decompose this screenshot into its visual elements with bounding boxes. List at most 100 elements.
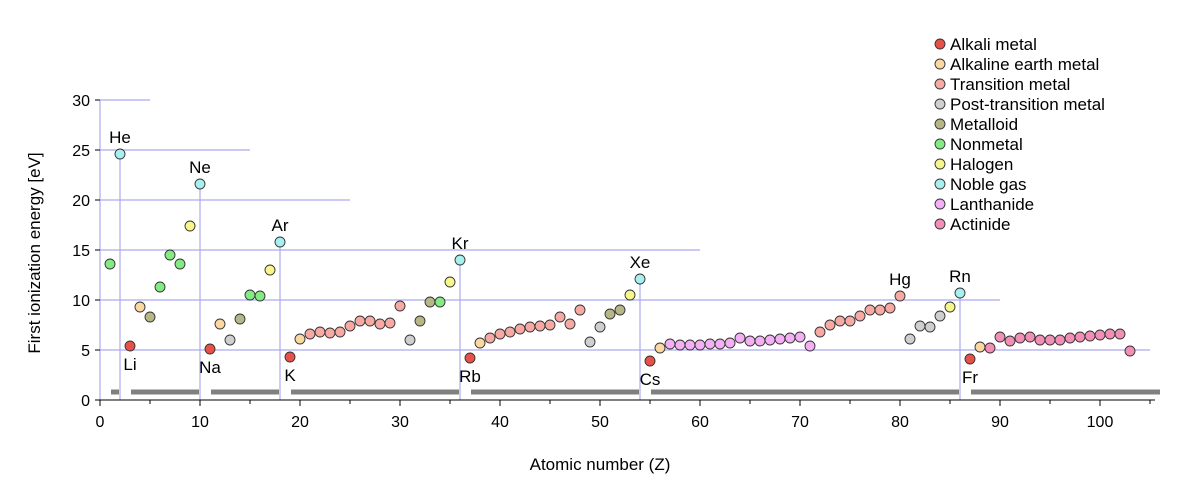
legend-label: Alkali metal (950, 35, 1037, 54)
data-point (764, 334, 776, 346)
data-point (564, 318, 576, 330)
legend-label: Nonmetal (950, 135, 1023, 154)
data-point (174, 258, 186, 270)
data-point (354, 315, 366, 327)
legend-marker (934, 98, 946, 110)
element-label: Hg (889, 270, 911, 289)
x-tick-label: 0 (96, 414, 105, 431)
legend-marker (934, 158, 946, 170)
data-point (274, 236, 286, 248)
data-point (114, 148, 126, 160)
data-point (1014, 332, 1026, 344)
data-point (154, 281, 166, 293)
data-point (854, 310, 866, 322)
data-point (284, 351, 296, 363)
data-point (414, 315, 426, 327)
data-point (514, 323, 526, 335)
data-point (294, 333, 306, 345)
data-point (494, 328, 506, 340)
data-point (434, 296, 446, 308)
data-point (454, 254, 466, 266)
legend-marker (934, 218, 946, 230)
data-point (654, 342, 666, 354)
data-point (394, 300, 406, 312)
legend-marker (934, 178, 946, 190)
legend-label: Halogen (950, 155, 1013, 174)
y-tick-label: 10 (72, 293, 90, 310)
data-point (624, 289, 636, 301)
data-point (894, 290, 906, 302)
data-point (794, 331, 806, 343)
data-point (344, 320, 356, 332)
data-point (214, 318, 226, 330)
data-point (984, 342, 996, 354)
data-point (804, 340, 816, 352)
data-point (554, 311, 566, 323)
legend-label: Transition metal (950, 75, 1070, 94)
y-tick-label: 20 (72, 193, 90, 210)
y-axis-title: First ionization energy [eV] (25, 152, 44, 353)
data-point (1064, 332, 1076, 344)
legend-marker (934, 138, 946, 150)
data-point (884, 302, 896, 314)
data-point (1044, 334, 1056, 346)
legend-label: Lanthanide (950, 195, 1034, 214)
data-point (104, 258, 116, 270)
y-tick-label: 15 (72, 243, 90, 260)
data-point (844, 315, 856, 327)
data-point (1074, 331, 1086, 343)
legend-label: Noble gas (950, 175, 1027, 194)
data-point (644, 355, 656, 367)
data-point (574, 304, 586, 316)
data-point (474, 337, 486, 349)
legend-marker (934, 38, 946, 50)
element-label: Rb (459, 367, 481, 386)
legend-marker (934, 198, 946, 210)
x-tick-label: 30 (391, 414, 409, 431)
data-point (864, 304, 876, 316)
data-point (224, 334, 236, 346)
data-point (314, 326, 326, 338)
data-point (964, 353, 976, 365)
data-point (424, 296, 436, 308)
data-point (724, 337, 736, 349)
element-label: Cs (640, 370, 661, 389)
data-point (534, 320, 546, 332)
element-label: Ne (189, 158, 211, 177)
element-labels: He Li Ne Na Ar K Kr Rb Xe Cs Hg Rn Fr (109, 128, 978, 389)
x-tick-label: 90 (991, 414, 1009, 431)
element-label: Ar (272, 216, 289, 235)
data-point (1034, 334, 1046, 346)
data-point (1084, 330, 1096, 342)
data-point (1124, 345, 1136, 357)
data-point (974, 341, 986, 353)
legend-label: Actinide (950, 215, 1010, 234)
data-point (384, 317, 396, 329)
data-point (144, 311, 156, 323)
data-point (814, 326, 826, 338)
x-tick-label: 100 (1087, 414, 1114, 431)
data-point (254, 290, 266, 302)
x-tick-label: 70 (791, 414, 809, 431)
data-point (244, 289, 256, 301)
x-tick-label: 40 (491, 414, 509, 431)
data-point (944, 301, 956, 313)
data-point (484, 332, 496, 344)
data-point (614, 304, 626, 316)
data-point (204, 343, 216, 355)
data-point (754, 335, 766, 347)
data-point (674, 339, 686, 351)
legend-label: Post-transition metal (950, 95, 1105, 114)
data-point (714, 338, 726, 350)
data-point (684, 339, 696, 351)
data-point (464, 352, 476, 364)
data-point (704, 338, 716, 350)
data-point (604, 308, 616, 320)
axes: 0 5 10 15 20 25 30 0 10 20 30 40 50 60 70 80 90 100 (72, 93, 1155, 431)
x-axis-title: Atomic number (Z) (530, 455, 671, 474)
data-point (924, 321, 936, 333)
data-point (784, 332, 796, 344)
data-point (594, 321, 606, 333)
